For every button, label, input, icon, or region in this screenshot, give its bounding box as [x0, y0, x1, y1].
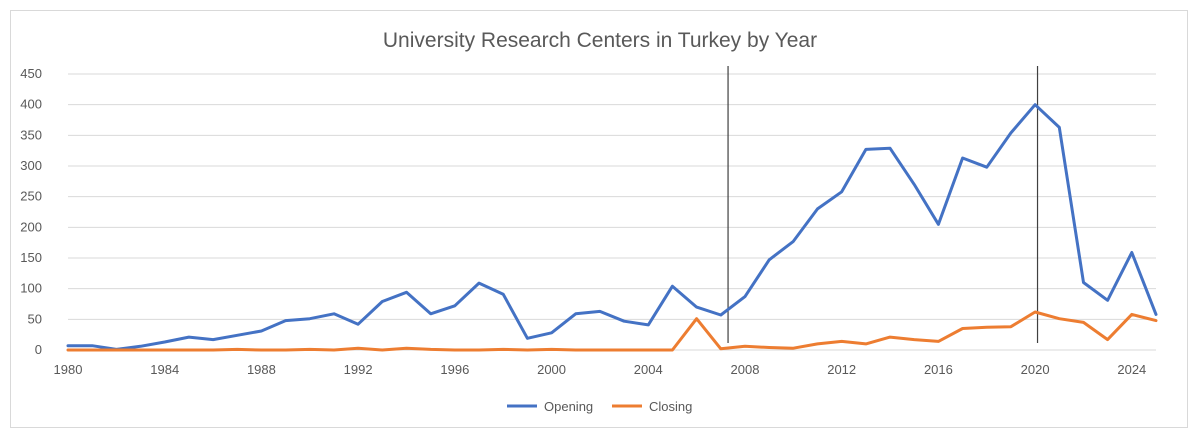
y-tick-label: 300 [20, 158, 42, 173]
legend-label-opening: Opening [544, 399, 593, 414]
y-tick-label: 0 [35, 342, 42, 357]
x-axis-ticks: 1980 1984 1988 1992 1996 2000 2004 2008 2012 2016… [54, 362, 1147, 377]
x-tick-label: 2000 [537, 362, 566, 377]
y-tick-label: 250 [20, 189, 42, 204]
x-tick-label: 2004 [634, 362, 663, 377]
y-tick-label: 150 [20, 250, 42, 265]
y-tick-label: 450 [20, 66, 42, 81]
x-tick-label: 2024 [1117, 362, 1146, 377]
series-line-opening [66, 103, 1158, 351]
x-tick-label: 1980 [54, 362, 83, 377]
x-tick-label: 1988 [247, 362, 276, 377]
chart-frame [10, 10, 1188, 428]
legend-label-closing: Closing [649, 399, 692, 414]
y-tick-label: 200 [20, 219, 42, 234]
gridlines [68, 73, 1156, 351]
series-lines [66, 103, 1158, 352]
x-tick-label: 2020 [1021, 362, 1050, 377]
x-tick-label: 1984 [150, 362, 179, 377]
series-line-closing [66, 310, 1158, 352]
y-tick-label: 50 [28, 311, 42, 326]
legend: Opening Closing [507, 399, 692, 414]
vertical-markers [727, 66, 1039, 343]
y-axis-ticks: 0 50 100 150 200 250 300 350 400 450 [20, 66, 42, 357]
y-tick-label: 400 [20, 97, 42, 112]
x-tick-label: 2012 [827, 362, 856, 377]
chart-title: University Research Centers in Turkey by… [383, 29, 817, 52]
x-tick-label: 1996 [440, 362, 469, 377]
x-tick-label: 1992 [344, 362, 373, 377]
y-tick-label: 350 [20, 127, 42, 142]
y-tick-label: 100 [20, 281, 42, 296]
x-tick-label: 2016 [924, 362, 953, 377]
x-tick-label: 2008 [731, 362, 760, 377]
